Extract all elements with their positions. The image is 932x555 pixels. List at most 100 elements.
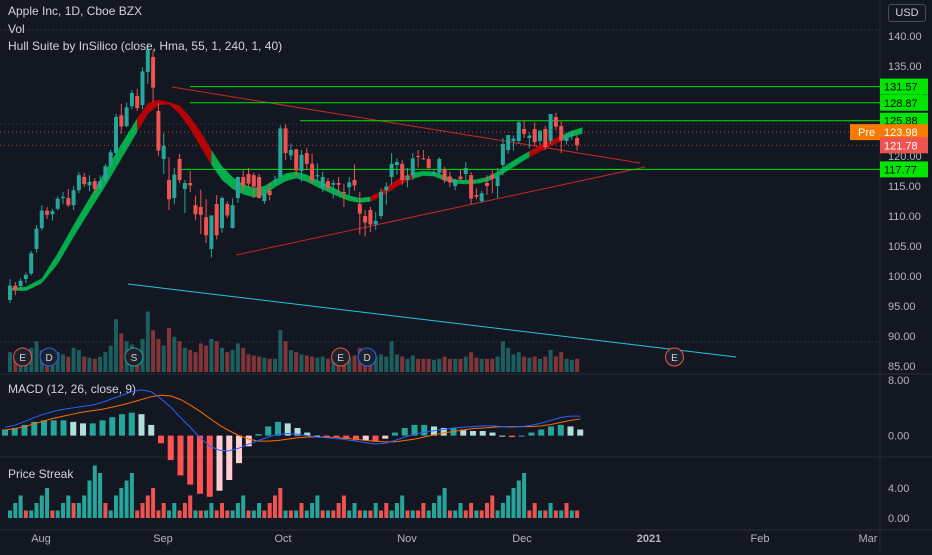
hull-band-segment [359,196,371,203]
macd-histogram-bar [538,429,545,436]
macd-histogram-bar [548,426,554,436]
time-axis-tick: Sep [153,533,173,545]
volume-bar [389,341,394,372]
candle-body [220,198,224,228]
candle-body [384,186,389,191]
streak-bar [315,495,320,518]
candle-body [114,117,118,153]
event-marker-circle [124,347,144,367]
macd-histogram-bar [567,426,574,436]
streak-bar [161,503,166,518]
event-marker-label: E [337,353,344,364]
volume-bar [394,354,399,372]
volume-bar [474,357,479,372]
macd-histogram-bar [411,424,418,436]
candle-body [326,181,330,188]
hull-band-segment [10,286,26,291]
macd-histogram-bar [528,432,535,436]
candle-body [379,192,383,216]
macd-histogram-bar [509,435,515,438]
macd-histogram-bar [187,435,194,485]
volume-bar [299,354,304,372]
streak-bar [267,503,272,518]
hull-band-segment [455,179,466,185]
candle-body [341,192,346,194]
macd-histogram-bar [333,435,340,438]
streak-bar [209,503,214,518]
candle-body [373,220,378,225]
price-axis-tick: 140.00 [888,31,922,43]
volume-bar [384,356,389,372]
candle-body [490,174,495,179]
streak-bar [251,510,256,518]
volume-legend[interactable]: Vol [8,22,25,36]
volume-bar [500,341,505,372]
candle-body [447,176,452,183]
volume-bar [220,347,224,372]
symbol-title[interactable]: Apple Inc, 1D, Cboe BZX [8,4,143,18]
macd-histogram-bar [314,435,320,437]
event-marker-dividend: D [39,347,59,367]
streak-bar [188,495,193,518]
streak-bar [198,510,203,518]
candle-body [209,215,214,249]
volume-bar [437,358,442,372]
streak-bar [490,495,495,518]
volume-bar [273,358,277,372]
volume-bar [230,350,235,372]
candle-body [543,129,548,147]
volume-bar [506,347,511,372]
candle-body [294,149,299,171]
currency-button[interactable]: USD [888,4,926,22]
streak-bar [405,510,410,518]
volume-bar [527,357,532,372]
streak-bar [352,503,357,518]
volume-bar [453,358,458,372]
volume-bar [373,356,378,372]
hull-band-segment [190,117,201,147]
macd-histogram-bar [197,435,203,494]
streak-bar [273,495,277,518]
volume-bar [182,347,187,372]
hull-band-segment [423,171,434,177]
event-marker-label: E [671,353,678,364]
candle-body [485,183,489,186]
macd-histogram-bar [470,431,476,436]
streak-bar [500,503,505,518]
macd-histogram-bar [479,431,486,436]
hull-suite-legend[interactable]: Hull Suite by InSilico (close, Hma, 55, … [8,39,283,53]
hull-band-segment [41,253,58,284]
hull-band-segment [529,145,540,158]
macd-histogram-bar [255,434,262,436]
streak-bar [257,503,262,518]
candle-body [463,168,468,174]
volume-bar [575,358,580,372]
streak-bar [516,480,521,518]
streak-bar [119,488,124,518]
volume-bar [495,356,500,372]
volume-bar [463,356,468,372]
streak-bar [421,503,426,518]
hull-band-segment [370,190,381,202]
streak-bar [569,510,574,518]
macd-histogram-bar [362,435,369,441]
streak-bar [214,510,219,518]
streak-bar [564,503,569,518]
streak-bar [288,510,293,518]
candle-body [368,210,373,225]
hull-band-segment [349,195,360,203]
candle-body [553,117,558,127]
time-axis-tick: Mar [859,533,878,545]
volume-bar [511,354,516,372]
event-marker-circle [331,347,351,367]
streak-bar [87,480,92,518]
price-level-value: 131.57 [884,82,918,94]
streak-bar [432,503,436,518]
streak-bar [363,510,368,518]
streak-bar [167,510,171,518]
candle-body [39,210,44,228]
time-axis-tick: Oct [274,533,291,545]
hull-band-segment [169,102,180,114]
